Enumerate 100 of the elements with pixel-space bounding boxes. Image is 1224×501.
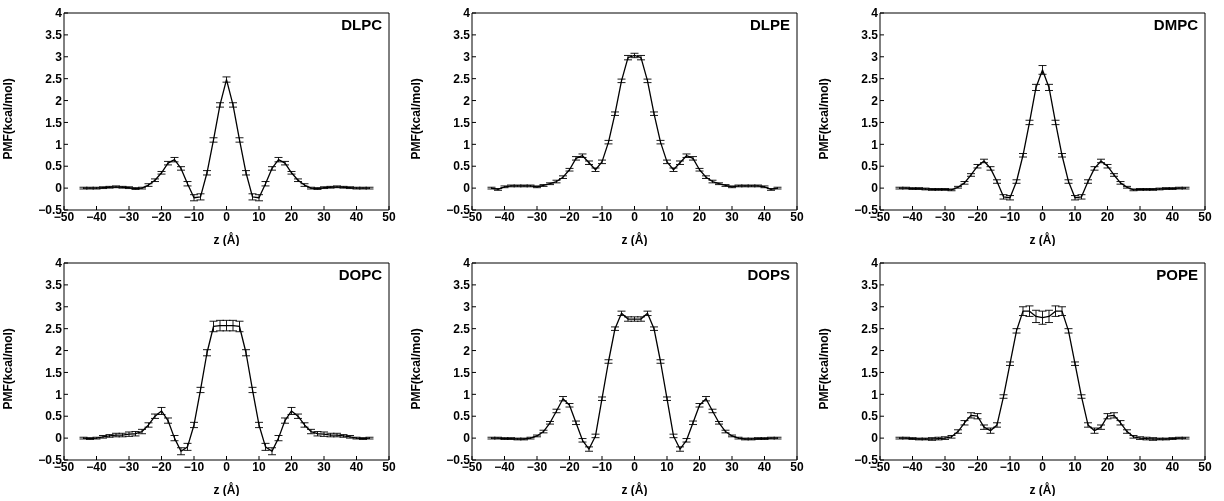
x-tick-label: 30: [317, 209, 331, 224]
y-tick-label: 0: [871, 431, 879, 446]
y-tick-label: 1.5: [453, 115, 471, 130]
x-tick-label: 20: [284, 459, 299, 474]
x-axis-title: z (Å): [621, 232, 648, 247]
x-axis-title: z (Å): [621, 482, 648, 497]
y-tick-label: 0.5: [45, 409, 63, 424]
y-tick-label: 0: [463, 181, 471, 196]
y-tick-label: 2: [463, 343, 471, 358]
y-tick-label: 3.5: [453, 28, 471, 43]
x-tick-label: −10: [591, 209, 613, 224]
x-tick-label: 30: [725, 209, 739, 224]
y-tick-label: 2.5: [453, 71, 471, 86]
y-tick-label: 3: [871, 50, 879, 65]
y-tick-label: 3: [463, 50, 471, 65]
y-tick-label: 4: [55, 256, 63, 271]
y-axis-title: PMF(kcal/mol): [409, 328, 424, 410]
y-tick-label: 2.5: [453, 321, 471, 336]
y-tick-label: 2: [55, 93, 63, 108]
y-tick-label: 1: [55, 137, 63, 152]
x-tick-label: 0: [223, 459, 231, 474]
x-tick-label: −10: [183, 459, 205, 474]
chart-title: POPE: [1154, 266, 1200, 283]
x-tick-label: 10: [252, 459, 266, 474]
x-tick-label: −20: [559, 209, 580, 224]
x-tick-label: 20: [692, 459, 707, 474]
y-tick-label: 1.5: [45, 365, 63, 380]
y-tick-label: 4: [463, 256, 471, 271]
x-tick-label: 30: [1133, 209, 1147, 224]
x-tick-label: 50: [382, 459, 396, 474]
x-tick-label: 40: [349, 459, 364, 474]
x-tick-label: 30: [1133, 459, 1147, 474]
x-tick-label: 0: [223, 209, 231, 224]
y-tick-label: 2: [55, 343, 63, 358]
y-tick-label: 2.5: [861, 321, 879, 336]
y-tick-label: 1.5: [453, 365, 471, 380]
y-tick-label: 0.5: [861, 159, 879, 174]
x-tick-label: 40: [1165, 209, 1180, 224]
x-tick-label: 50: [1198, 459, 1212, 474]
y-tick-label: 0.5: [861, 409, 879, 424]
x-tick-label: −40: [86, 459, 107, 474]
y-tick-label: 0.5: [45, 159, 63, 174]
y-tick-label: 3: [55, 300, 63, 315]
x-tick-label: 50: [1198, 209, 1212, 224]
x-axis-title: z (Å): [213, 482, 240, 497]
y-tick-label: 4: [871, 6, 879, 21]
y-tick-label: 1: [871, 137, 879, 152]
x-tick-label: 20: [692, 209, 707, 224]
x-tick-label: 0: [1039, 459, 1047, 474]
x-tick-label: 10: [252, 209, 266, 224]
x-tick-label: −30: [526, 459, 548, 474]
y-tick-label: 1.5: [861, 115, 879, 130]
x-tick-label: −30: [526, 209, 548, 224]
x-tick-label: −20: [967, 459, 988, 474]
y-tick-label: 1: [55, 387, 63, 402]
y-tick-label: 3: [871, 300, 879, 315]
y-tick-label: 3.5: [453, 278, 471, 293]
x-tick-label: 50: [790, 459, 804, 474]
x-tick-label: −10: [183, 209, 205, 224]
y-tick-label: 0: [463, 431, 471, 446]
x-tick-label: −20: [151, 209, 172, 224]
y-tick-label: 2.5: [45, 71, 63, 86]
x-tick-label: −40: [494, 209, 515, 224]
x-tick-label: 0: [1039, 209, 1047, 224]
x-axis-title: z (Å): [1029, 232, 1056, 247]
y-tick-label: 3.5: [45, 278, 63, 293]
x-tick-label: −20: [559, 459, 580, 474]
x-tick-label: 40: [1165, 459, 1180, 474]
x-tick-label: 10: [660, 459, 674, 474]
y-tick-label: 0.5: [453, 409, 471, 424]
y-tick-label: 2: [871, 93, 879, 108]
chart-title: DMPC: [1151, 16, 1200, 33]
x-tick-label: −10: [591, 459, 613, 474]
y-tick-label: 3: [55, 50, 63, 65]
y-tick-label: 3: [463, 300, 471, 315]
x-tick-label: −10: [999, 209, 1021, 224]
y-tick-label: 2: [463, 93, 471, 108]
x-tick-label: 30: [317, 459, 331, 474]
y-tick-label: 0.5: [453, 159, 471, 174]
y-tick-label: 0: [871, 181, 879, 196]
x-tick-label: 20: [1100, 459, 1115, 474]
x-tick-label: −30: [934, 459, 956, 474]
x-tick-label: −40: [494, 459, 515, 474]
y-axis-title: PMF(kcal/mol): [1, 78, 16, 160]
chart-title: DLPC: [339, 16, 384, 33]
x-tick-label: 10: [1068, 209, 1082, 224]
y-tick-label: 1.5: [861, 365, 879, 380]
chart-title: DOPC: [336, 266, 384, 283]
x-tick-label: 30: [725, 459, 739, 474]
y-tick-label: 3.5: [45, 28, 63, 43]
y-tick-label: 3.5: [861, 278, 879, 293]
x-tick-label: 20: [284, 209, 299, 224]
y-tick-label: 4: [55, 6, 63, 21]
x-tick-label: 0: [631, 459, 639, 474]
x-tick-label: −30: [118, 459, 140, 474]
x-tick-label: 50: [790, 209, 804, 224]
x-tick-label: 40: [757, 209, 772, 224]
x-tick-label: 20: [1100, 209, 1115, 224]
chart-title: DLPE: [747, 16, 792, 33]
y-tick-label: 4: [871, 256, 879, 271]
